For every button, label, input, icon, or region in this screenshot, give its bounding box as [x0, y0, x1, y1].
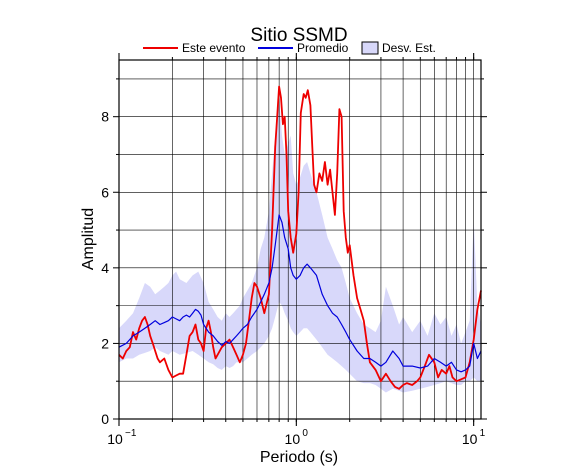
series-layer: [118, 85, 482, 390]
y-tick-label-4: 4: [101, 260, 109, 276]
legend-label-1: Promedio: [297, 41, 349, 55]
legend: Este evento Promedio Desv. Est.: [143, 41, 436, 55]
std-band-layer: [119, 97, 481, 393]
std-band-area: [119, 97, 481, 393]
x-tick-label-1: 10: [285, 431, 301, 447]
y-tick-label-8: 8: [101, 109, 109, 125]
grid-layer: [119, 60, 481, 419]
legend-swatch-2: [361, 41, 379, 55]
y-tick-label-0: 0: [101, 411, 109, 427]
x-tick-exponent-1: 0: [302, 428, 308, 439]
series-line-este-evento: [118, 85, 482, 390]
y-axis-title: Amplitud: [80, 208, 97, 270]
x-tick-exponent-2: 1: [480, 428, 486, 439]
chart-title: Sitio SSMD: [250, 25, 347, 46]
legend-label-0: Este evento: [182, 41, 246, 55]
y-tick-label-6: 6: [101, 184, 109, 200]
x-tick-exponent-0: −1: [125, 428, 137, 439]
y-tick-label-2: 2: [101, 335, 109, 351]
legend-label-2: Desv. Est.: [382, 41, 436, 55]
x-tick-label-0: 10: [107, 431, 123, 447]
x-tick-label-2: 10: [462, 431, 478, 447]
plot-frame: [118, 59, 482, 420]
series-line-promedio: [118, 214, 482, 373]
x-axis-title: Periodo (s): [260, 449, 338, 466]
